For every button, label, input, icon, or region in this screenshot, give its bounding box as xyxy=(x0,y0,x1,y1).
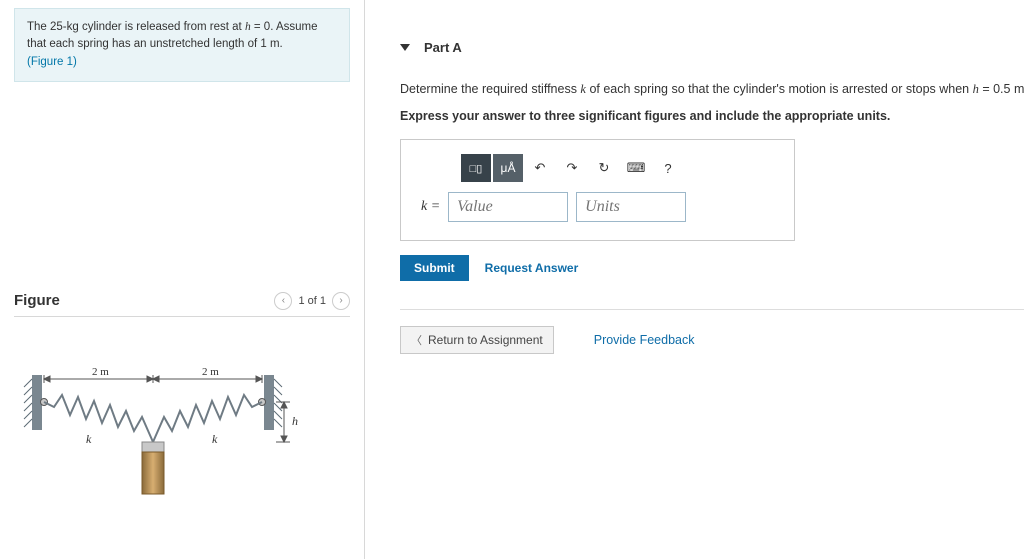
value-input[interactable] xyxy=(448,192,568,222)
k-left: k xyxy=(86,432,92,446)
right-column: Part A Determine the required stiffness … xyxy=(400,40,1024,354)
reset-icon[interactable]: ↻ xyxy=(589,154,619,182)
chevron-left-icon: 〈 xyxy=(411,332,422,348)
figure-pager: ‹ 1 of 1 › xyxy=(274,292,350,310)
keyboard-icon[interactable]: ⌨ xyxy=(621,154,651,182)
left-column: The 25-kg cylinder is released from rest… xyxy=(0,0,365,559)
redo-icon[interactable]: ↷ xyxy=(557,154,587,182)
problem-text-1: The 25-kg cylinder is released from rest… xyxy=(27,21,245,33)
submit-row: Submit Request Answer xyxy=(400,255,1024,281)
submit-button[interactable]: Submit xyxy=(400,255,469,281)
answer-toolbar: □▯ μÅ ↶ ↷ ↻ ⌨ ? xyxy=(461,154,774,182)
bottom-bar: 〈 Return to Assignment Provide Feedback xyxy=(400,309,1024,354)
k-right: k xyxy=(212,432,218,446)
part-title: Part A xyxy=(424,40,462,55)
figure-svg: 2 m 2 m k k xyxy=(14,357,314,527)
dim-2m-right: 2 m xyxy=(202,366,219,378)
pager-count: 1 of 1 xyxy=(298,295,326,307)
collapse-icon[interactable] xyxy=(400,44,410,51)
request-answer-link[interactable]: Request Answer xyxy=(485,261,579,275)
q-post: = 0.5 m. xyxy=(979,82,1024,96)
undo-icon[interactable]: ↶ xyxy=(525,154,555,182)
units-input[interactable] xyxy=(576,192,686,222)
return-label: Return to Assignment xyxy=(428,333,543,347)
pager-next[interactable]: › xyxy=(332,292,350,310)
k-equals-label: k = xyxy=(421,199,440,215)
answer-frame: □▯ μÅ ↶ ↷ ↻ ⌨ ? k = xyxy=(400,139,795,241)
pager-prev[interactable]: ‹ xyxy=(274,292,292,310)
figure-header: Figure ‹ 1 of 1 › xyxy=(14,292,350,317)
figure-link[interactable]: (Figure 1) xyxy=(27,56,77,68)
q-pre: Determine the required stiffness xyxy=(400,82,580,96)
feedback-link[interactable]: Provide Feedback xyxy=(594,333,695,347)
return-button[interactable]: 〈 Return to Assignment xyxy=(400,326,554,354)
templates-icon[interactable]: □▯ xyxy=(461,154,491,182)
symbols-icon[interactable]: μÅ xyxy=(493,154,523,182)
q-mid: of each spring so that the cylinder's mo… xyxy=(586,82,973,96)
h-label: h xyxy=(292,414,298,428)
figure-canvas: 2 m 2 m k k xyxy=(14,357,314,527)
dim-2m-left: 2 m xyxy=(92,366,109,378)
problem-statement: The 25-kg cylinder is released from rest… xyxy=(14,8,350,82)
question-instruction: Express your answer to three significant… xyxy=(400,109,1024,123)
part-header: Part A xyxy=(400,40,1024,55)
figure-heading: Figure xyxy=(14,292,60,309)
help-icon[interactable]: ? xyxy=(653,154,683,182)
value-row: k = xyxy=(421,192,774,222)
question-text: Determine the required stiffness k of ea… xyxy=(400,79,1024,99)
